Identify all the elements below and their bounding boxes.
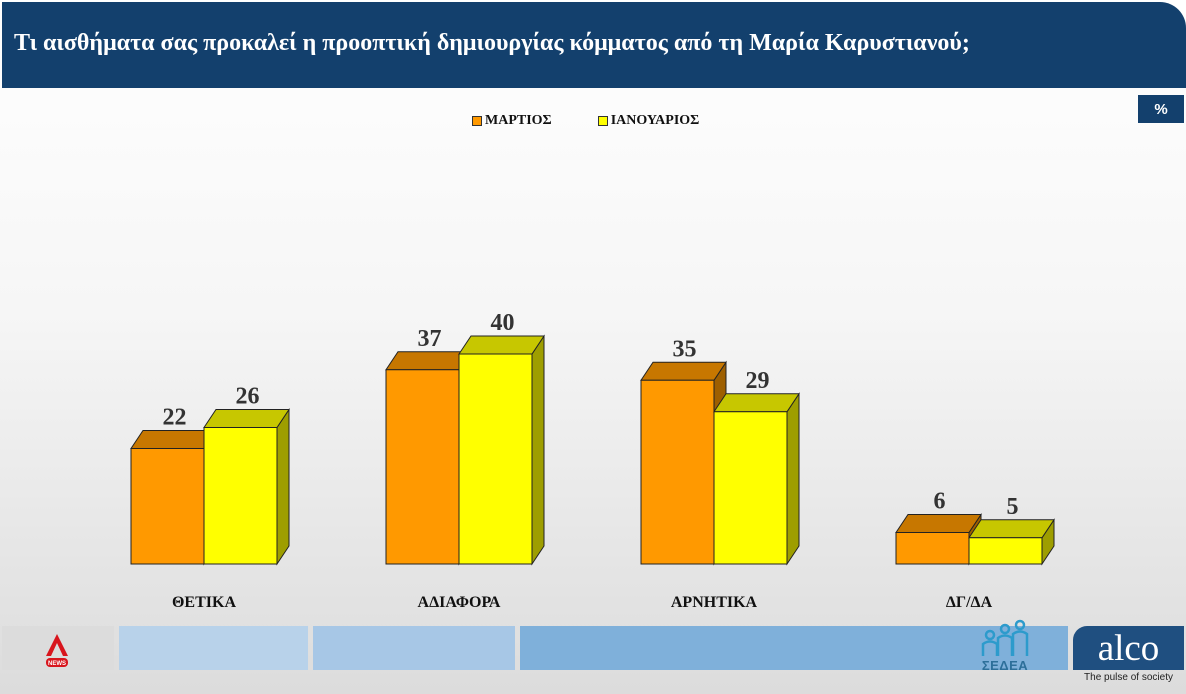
sedea-logo: ΣΕΔΕΑ <box>970 618 1040 676</box>
bar-top-march-2 <box>640 361 727 381</box>
header-banner: Τι αισθήματα σας προκαλεί η προοπτική δη… <box>2 2 1186 88</box>
bar-top-march-3 <box>895 514 982 533</box>
bar-march-0 <box>130 448 205 565</box>
data-label-january-2: 29 <box>746 368 770 394</box>
data-label-march-0: 22 <box>163 405 187 431</box>
bar-top-january-2 <box>713 393 800 413</box>
footer-strip-3 <box>313 626 515 670</box>
bar-march-2 <box>640 379 715 565</box>
legend-label-march: ΜΑΡΤΙΟΣ <box>485 113 552 128</box>
bar-top-january-1 <box>458 335 545 355</box>
category-label-1: ΑΔΙΑΦΟΡΑ <box>418 594 501 611</box>
svg-text:NEWS: NEWS <box>48 661 66 667</box>
data-label-january-3: 5 <box>1007 494 1019 520</box>
bar-january-3 <box>968 537 1043 565</box>
category-label-0: ΘΕΤΙΚΑ <box>172 594 236 611</box>
alpha-news-logo: NEWS <box>44 632 70 668</box>
alco-tagline: The pulse of society <box>1084 672 1173 683</box>
bar-january-0 <box>203 427 278 565</box>
legend-swatch-march <box>472 116 482 126</box>
data-label-march-2: 35 <box>673 336 697 362</box>
data-label-march-3: 6 <box>934 489 946 515</box>
data-label-january-0: 26 <box>236 384 260 410</box>
legend-swatch-january <box>597 116 608 126</box>
alco-logo: alco <box>1073 626 1184 670</box>
bar-side-january-1 <box>531 334 545 566</box>
sedea-logo-text: ΣΕΔΕΑ <box>981 658 1029 673</box>
data-label-january-1: 40 <box>491 310 515 336</box>
bar-january-2 <box>713 411 788 565</box>
category-label-2: ΑΡΝΗΤΙΚΑ <box>671 594 758 611</box>
bar-side-january-2 <box>786 392 800 566</box>
bar-side-january-0 <box>276 407 290 566</box>
bar-january-1 <box>458 353 533 565</box>
category-label-3: ΔΓ/ΔΑ <box>946 594 993 611</box>
page-title: Τι αισθήματα σας προκαλεί η προοπτική δη… <box>14 30 970 56</box>
bar-march-1 <box>385 369 460 565</box>
legend-item-january: ΙΑΝΟΥΑΡΙΟΣ <box>597 113 700 129</box>
unit-badge: % <box>1138 95 1184 123</box>
bar-top-january-3 <box>968 519 1055 539</box>
chart-legend: ΜΑΡΤΙΟΣ ΙΑΝΟΥΑΡΙΟΣ <box>472 111 699 131</box>
footer-strip-4 <box>520 626 1068 670</box>
footer-strip-2 <box>119 626 308 670</box>
bar-top-january-0 <box>203 409 290 428</box>
legend-item-march: ΜΑΡΤΙΟΣ <box>472 113 552 129</box>
data-label-march-1: 37 <box>418 326 442 352</box>
bar-march-3 <box>895 532 970 565</box>
bar-top-march-0 <box>130 430 217 449</box>
legend-label-january: ΙΑΝΟΥΑΡΙΟΣ <box>610 113 700 128</box>
